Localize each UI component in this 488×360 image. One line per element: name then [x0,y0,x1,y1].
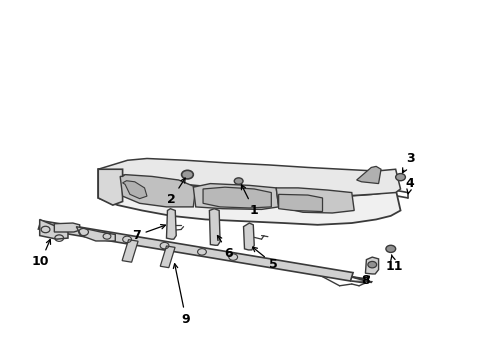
Polygon shape [76,226,115,241]
Text: 3: 3 [402,152,414,173]
Polygon shape [122,181,147,199]
Polygon shape [278,194,322,212]
Circle shape [234,178,243,184]
Text: 10: 10 [32,239,50,268]
Polygon shape [203,187,271,208]
Text: 7: 7 [132,225,165,242]
Polygon shape [98,169,122,205]
Text: 6: 6 [217,235,233,260]
Polygon shape [356,166,380,184]
Polygon shape [166,209,176,239]
Polygon shape [209,209,220,245]
Text: 5: 5 [252,247,278,271]
Polygon shape [98,158,400,196]
Polygon shape [243,223,254,250]
Circle shape [181,170,193,179]
Polygon shape [122,240,138,262]
Polygon shape [40,220,68,239]
Text: 1: 1 [241,185,258,217]
Text: 9: 9 [173,264,190,326]
Polygon shape [276,188,353,213]
Polygon shape [54,223,80,232]
Text: 4: 4 [405,177,414,194]
Polygon shape [193,184,278,210]
Polygon shape [98,169,400,225]
Polygon shape [365,257,378,274]
Circle shape [385,245,395,252]
Polygon shape [39,221,352,281]
Text: 11: 11 [385,255,403,273]
Polygon shape [120,175,195,207]
Polygon shape [160,246,175,268]
Circle shape [395,174,405,181]
Text: 2: 2 [166,178,185,206]
Text: 8: 8 [360,274,369,287]
Circle shape [367,261,376,268]
